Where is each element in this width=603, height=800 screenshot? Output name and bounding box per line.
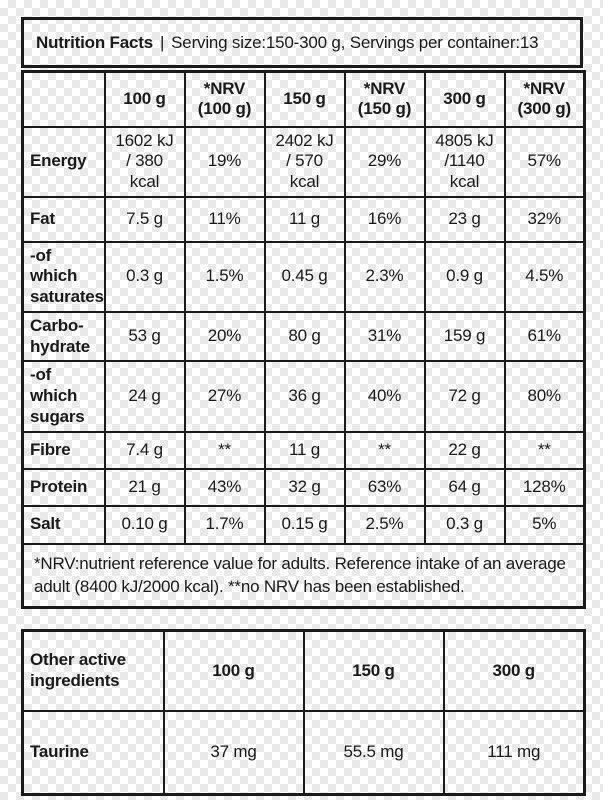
- value-cell: 37 mg: [162, 709, 305, 796]
- value-cell: 27%: [183, 360, 266, 433]
- value-cell: 1.5%: [183, 240, 266, 313]
- table-row-fat: Fat 7.5 g 11% 11 g 16% 23 g 32%: [21, 195, 586, 243]
- table-row-taurine: Taurine 37 mg 55.5 mg 111 mg: [21, 709, 586, 796]
- value-cell: 32 g: [263, 467, 346, 507]
- value-cell: 0.45 g: [263, 240, 346, 313]
- value-cell: 43%: [183, 467, 266, 507]
- value-cell: **: [183, 430, 266, 470]
- value-cell: 80 g: [263, 310, 346, 363]
- row-label: Taurine: [21, 709, 165, 796]
- value-cell: 29%: [343, 125, 426, 198]
- table-row-sugars: -of which sugars 24 g 27% 36 g 40% 72 g …: [21, 360, 586, 433]
- value-cell: 63%: [343, 467, 426, 507]
- nrv-footnote: *NRV:nutrient reference value for adults…: [21, 542, 586, 609]
- value-cell: 24 g: [103, 360, 186, 433]
- value-cell: 7.5 g: [103, 195, 186, 243]
- value-cell: 19%: [183, 125, 266, 198]
- column-header-150g: 150 g: [302, 629, 445, 712]
- column-header-100g: 100 g: [103, 70, 186, 128]
- table-row-energy: Energy 1602 kJ / 380 kcal 19% 2402 kJ / …: [21, 125, 586, 198]
- footnote-row: *NRV:nutrient reference value for adults…: [21, 542, 586, 609]
- column-header-150g: 150 g: [263, 70, 346, 128]
- value-cell: 2402 kJ / 570 kcal: [263, 125, 346, 198]
- table-header-row: Other active ingredients 100 g 150 g 300…: [21, 629, 586, 712]
- nutrition-facts-table: 100 g *NRV (100 g) 150 g *NRV (150 g) 30…: [21, 70, 586, 610]
- value-cell: 111 mg: [442, 709, 586, 796]
- nutrition-facts-title: Nutrition Facts: [36, 32, 153, 52]
- value-cell: 53 g: [103, 310, 186, 363]
- table-row-saturates: -of which saturates 0.3 g 1.5% 0.45 g 2.…: [21, 240, 586, 313]
- value-cell: 4805 kJ /1140 kcal: [423, 125, 506, 198]
- value-cell: 0.15 g: [263, 504, 346, 545]
- value-cell: 72 g: [423, 360, 506, 433]
- value-cell: 128%: [503, 467, 586, 507]
- column-header-300g: 300 g: [423, 70, 506, 128]
- column-header-nrv-100g: *NRV (100 g): [183, 70, 266, 128]
- table-row-salt: Salt 0.10 g 1.7% 0.15 g 2.5% 0.3 g 5%: [21, 504, 586, 545]
- serving-info: Serving size:150-300 g, Servings per con…: [171, 32, 539, 52]
- value-cell: 11%: [183, 195, 266, 243]
- row-label: Energy: [21, 125, 106, 198]
- nutrition-facts-header: Nutrition Facts | Serving size:150-300 g…: [21, 17, 583, 68]
- value-cell: 11 g: [263, 430, 346, 470]
- value-cell: 80%: [503, 360, 586, 433]
- value-cell: 0.9 g: [423, 240, 506, 313]
- column-header-other-ingredients: Other active ingredients: [21, 629, 165, 712]
- title-separator: |: [159, 32, 165, 52]
- column-header-nrv-150g: *NRV (150 g): [343, 70, 426, 128]
- value-cell: 11 g: [263, 195, 346, 243]
- value-cell: 57%: [503, 125, 586, 198]
- value-cell: 0.10 g: [103, 504, 186, 545]
- table-row-protein: Protein 21 g 43% 32 g 63% 64 g 128%: [21, 467, 586, 507]
- value-cell: 61%: [503, 310, 586, 363]
- value-cell: 2.3%: [343, 240, 426, 313]
- table-row-fibre: Fibre 7.4 g ** 11 g ** 22 g **: [21, 430, 586, 470]
- value-cell: 16%: [343, 195, 426, 243]
- value-cell: 0.3 g: [103, 240, 186, 313]
- column-header-blank: [21, 70, 106, 128]
- column-header-100g: 100 g: [162, 629, 305, 712]
- value-cell: 21 g: [103, 467, 186, 507]
- value-cell: 23 g: [423, 195, 506, 243]
- value-cell: 0.3 g: [423, 504, 506, 545]
- row-label: -of which sugars: [21, 360, 106, 433]
- value-cell: 32%: [503, 195, 586, 243]
- value-cell: 2.5%: [343, 504, 426, 545]
- value-cell: 20%: [183, 310, 266, 363]
- row-label: Fat: [21, 195, 106, 243]
- row-label: -of which saturates: [21, 240, 106, 313]
- value-cell: 1602 kJ / 380 kcal: [103, 125, 186, 198]
- other-ingredients-table: Other active ingredients 100 g 150 g 300…: [21, 629, 586, 797]
- value-cell: 36 g: [263, 360, 346, 433]
- table-row-carbohydrate: Carbo- hydrate 53 g 20% 80 g 31% 159 g 6…: [21, 310, 586, 363]
- value-cell: 4.5%: [503, 240, 586, 313]
- table-header-row: 100 g *NRV (100 g) 150 g *NRV (150 g) 30…: [21, 70, 586, 128]
- value-cell: **: [343, 430, 426, 470]
- row-label: Protein: [21, 467, 106, 507]
- value-cell: 31%: [343, 310, 426, 363]
- value-cell: 64 g: [423, 467, 506, 507]
- row-label: Salt: [21, 504, 106, 545]
- value-cell: 5%: [503, 504, 586, 545]
- value-cell: 159 g: [423, 310, 506, 363]
- column-header-300g: 300 g: [442, 629, 586, 712]
- value-cell: 22 g: [423, 430, 506, 470]
- row-label: Carbo- hydrate: [21, 310, 106, 363]
- value-cell: 40%: [343, 360, 426, 433]
- nutrition-label: Nutrition Facts | Serving size:150-300 g…: [21, 17, 586, 797]
- row-label: Fibre: [21, 430, 106, 470]
- value-cell: 7.4 g: [103, 430, 186, 470]
- spacer: [21, 609, 583, 629]
- column-header-nrv-300g: *NRV (300 g): [503, 70, 586, 128]
- value-cell: **: [503, 430, 586, 470]
- value-cell: 55.5 mg: [302, 709, 445, 796]
- value-cell: 1.7%: [183, 504, 266, 545]
